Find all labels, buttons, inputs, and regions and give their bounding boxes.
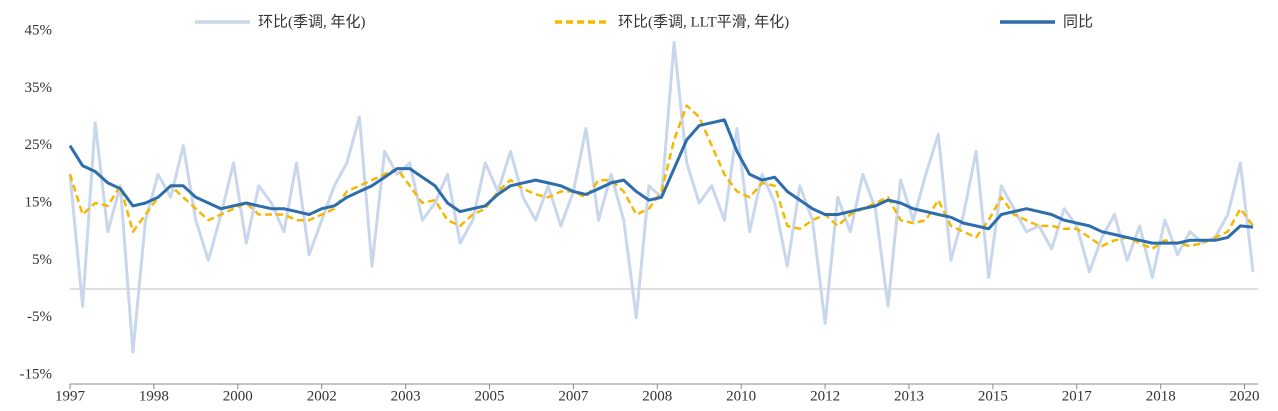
x-tick-label: 1998 [139,388,169,404]
x-tick-label: 1997 [55,388,86,404]
y-tick-label: 45% [25,22,53,38]
legend-label: 环比(季调, LLT平滑, 年化) [618,13,789,30]
y-tick-label: -5% [27,309,52,325]
x-tick-label: 2003 [391,388,421,404]
x-tick-label: 2015 [978,388,1008,404]
x-tick-label: 2005 [474,388,504,404]
x-tick-label: 2002 [307,388,337,404]
y-tick-label: 25% [25,137,53,153]
series-line [68,104,1255,251]
x-tick-label: 2018 [1146,388,1176,404]
x-tick-label: 2008 [642,388,672,404]
x-tick-label: 2013 [894,388,924,404]
series-line [68,118,1254,245]
x-tick-label: 2010 [726,388,756,404]
x-tick-label: 2007 [558,388,589,404]
x-tick-label: 2017 [1062,388,1093,404]
y-tick-label: 35% [25,80,53,96]
x-tick-label: 2012 [810,388,840,404]
legend-label: 环比(季调, 年化) [258,13,366,30]
y-tick-label: 5% [32,252,52,268]
x-tick-label: 2020 [1230,388,1260,404]
legend-label: 同比 [1063,13,1093,30]
y-tick-label: 15% [25,194,53,210]
y-tick-label: -15% [20,366,53,382]
x-tick-label: 2000 [223,388,253,404]
